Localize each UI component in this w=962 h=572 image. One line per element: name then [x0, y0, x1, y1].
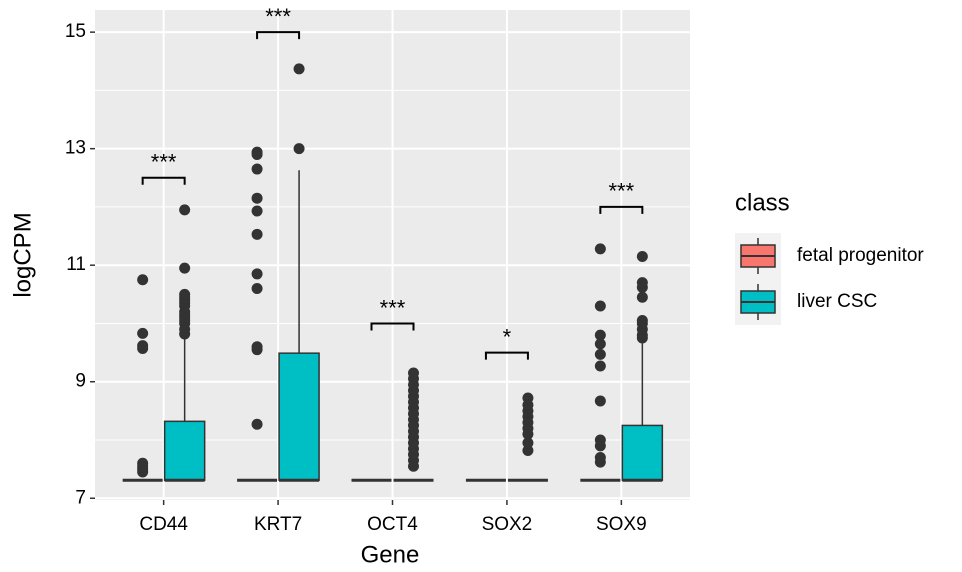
significance-label: *** — [265, 4, 291, 29]
outlier — [594, 300, 606, 312]
box — [278, 352, 320, 481]
x-tick-label: SOX9 — [596, 514, 647, 535]
significance-label: *** — [380, 295, 406, 320]
significance-label: * — [503, 324, 512, 349]
box — [621, 424, 664, 481]
outlier — [137, 327, 149, 339]
outlier — [251, 146, 263, 158]
significance-bracket — [256, 31, 301, 40]
y-tick-label: 7 — [75, 487, 86, 508]
outlier — [408, 367, 419, 379]
outlier — [251, 418, 263, 430]
outlier — [594, 329, 606, 341]
significance-bracket — [141, 176, 186, 185]
significance-bracket — [370, 322, 415, 331]
y-tick-label: 11 — [66, 254, 86, 275]
outlier — [179, 262, 191, 274]
outlier — [251, 163, 263, 175]
y-tick-label: 13 — [65, 138, 86, 159]
outlier — [594, 348, 606, 360]
outlier — [636, 291, 648, 303]
outlier — [522, 392, 534, 404]
x-tick-label: CD44 — [139, 514, 188, 535]
x-tick-label: OCT4 — [367, 514, 418, 535]
outlier — [251, 268, 263, 280]
outlier — [251, 228, 263, 240]
y-tick-label: 15 — [65, 21, 86, 42]
outlier — [137, 457, 149, 469]
outlier — [137, 340, 149, 352]
outlier — [594, 338, 606, 350]
outlier — [594, 434, 606, 446]
legend-label: liver CSC — [797, 291, 877, 312]
legend-label: fetal progenitor — [797, 245, 924, 266]
outlier — [179, 288, 191, 300]
outlier — [251, 205, 263, 217]
outlier — [293, 143, 305, 155]
outlier — [179, 204, 191, 216]
outlier — [522, 437, 534, 449]
outlier — [251, 192, 263, 204]
significance-label: *** — [151, 150, 177, 175]
outlier — [522, 444, 534, 456]
outlier — [251, 341, 263, 353]
significance-bracket — [599, 205, 644, 214]
outlier — [636, 277, 648, 289]
x-tick-label: SOX2 — [482, 514, 533, 535]
outlier — [251, 283, 263, 295]
x-tick-label: KRT7 — [254, 514, 302, 535]
significance-label: *** — [609, 179, 635, 204]
outlier — [636, 315, 648, 327]
outlier — [293, 63, 305, 75]
outlier — [594, 451, 606, 463]
significance-bracket — [484, 351, 529, 360]
y-tick-label: 9 — [75, 371, 86, 392]
outlier — [594, 360, 606, 372]
box — [163, 420, 206, 481]
y-axis-title: logCPM — [9, 212, 36, 297]
outlier — [137, 274, 149, 286]
outlier — [594, 243, 606, 255]
outlier — [594, 395, 606, 407]
legend-title: class — [735, 189, 790, 216]
x-axis-title: Gene — [361, 541, 420, 568]
outlier — [636, 250, 648, 262]
